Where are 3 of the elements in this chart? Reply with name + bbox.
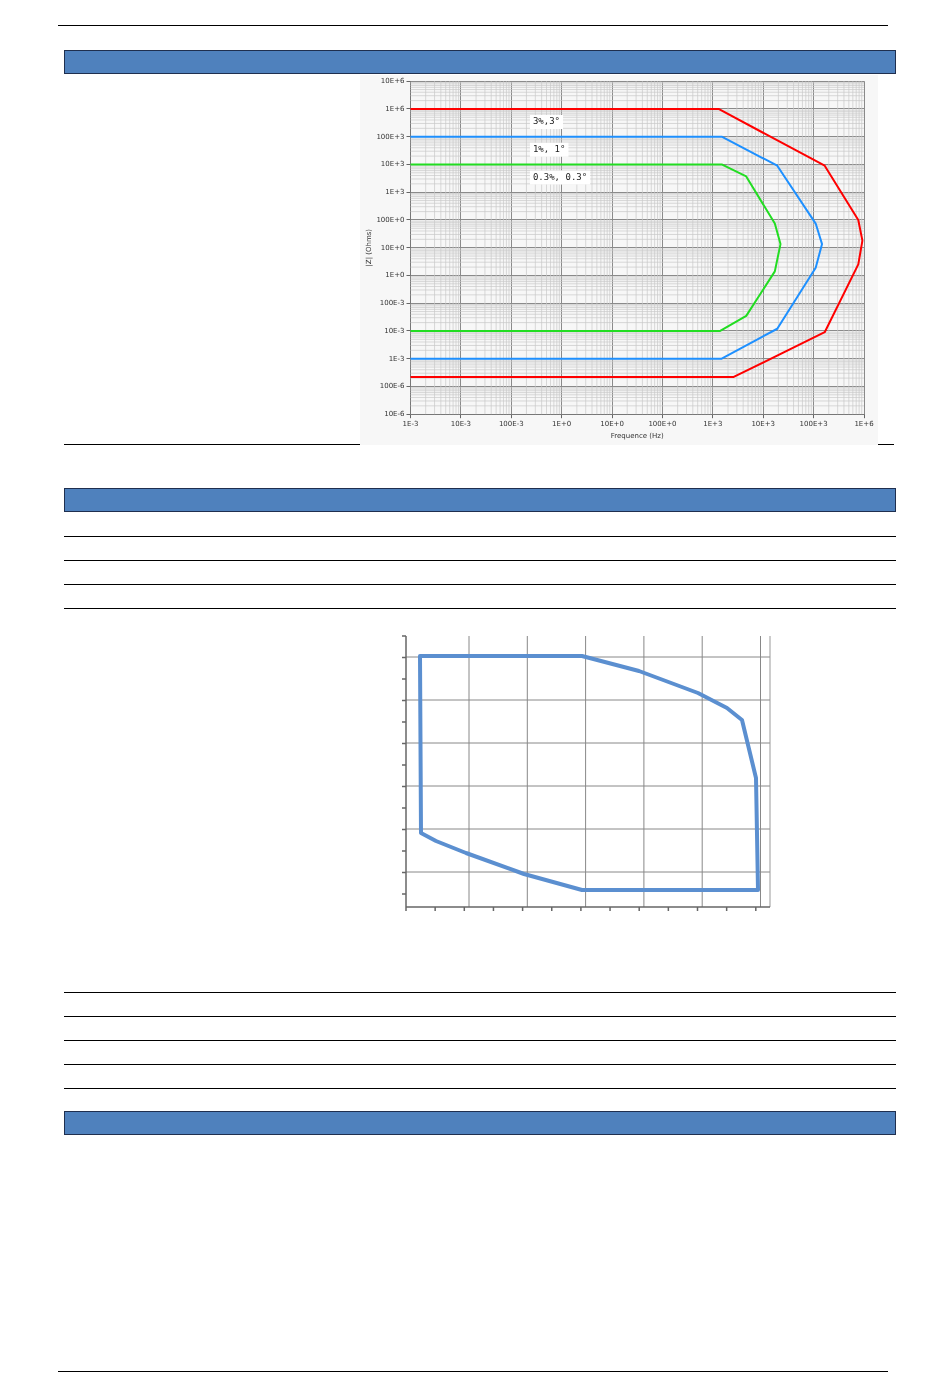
series-label: 3%,3° (532, 116, 561, 127)
series-label: 1%, 1° (532, 144, 566, 155)
series-label: 0.3%, 0.3° (532, 171, 588, 182)
